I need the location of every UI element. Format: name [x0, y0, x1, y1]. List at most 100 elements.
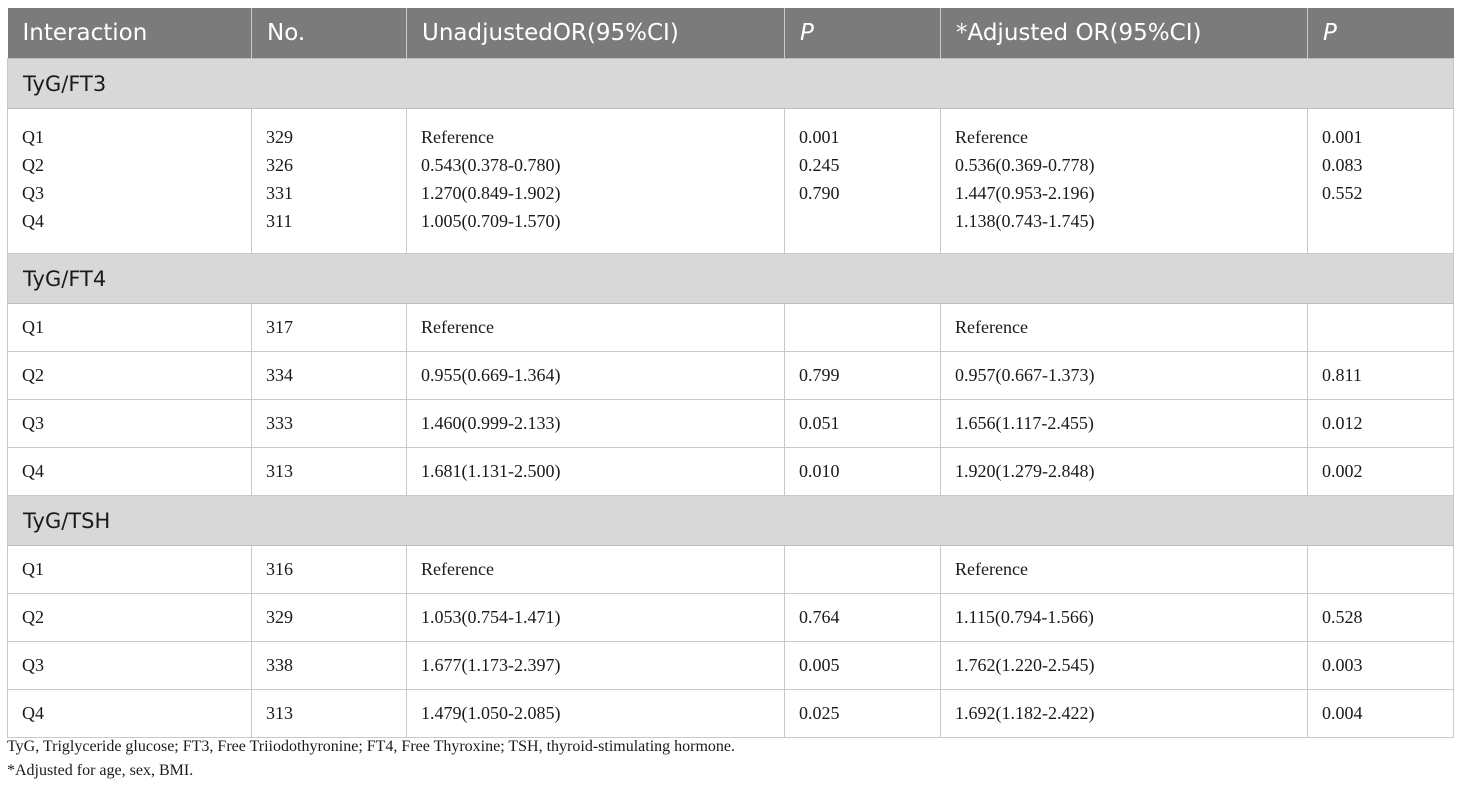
cell-adjusted-p: 0.811	[1307, 351, 1454, 400]
cell-quartile: Q2	[7, 351, 252, 400]
header-adjusted-or: *Adjusted OR(95%CI)	[940, 8, 1308, 59]
cell-line: 329	[266, 127, 293, 147]
cell-line: 0.001	[1322, 127, 1363, 147]
cell-adjusted-p: 0.003	[1307, 641, 1454, 690]
cell-adjusted-or: Reference	[940, 303, 1308, 352]
cell-number: 329 326 331 311	[251, 108, 407, 254]
cell-quartile: Q4	[7, 447, 252, 496]
cell-line: 0.083	[1322, 155, 1363, 175]
group-label: TyG/FT3	[7, 58, 1454, 109]
cell-adjusted-p: 0.528	[1307, 593, 1454, 642]
cell-quartile: Q1	[7, 545, 252, 594]
cell-adjusted-or: Reference	[940, 545, 1308, 594]
cell-line: 0.536(0.369-0.778)	[955, 155, 1095, 175]
cell-number: 338	[251, 641, 407, 690]
cell-unadjusted-or: 1.053(0.754-1.471)	[406, 593, 785, 642]
table-row: Q3 333 1.460(0.999-2.133) 0.051 1.656(1.…	[7, 399, 1454, 448]
cell-line: 1.447(0.953-2.196)	[955, 183, 1095, 203]
cell-quartile: Q3	[7, 399, 252, 448]
cell-quartile: Q4	[7, 689, 252, 738]
header-unadjusted-or: UnadjustedOR(95%CI)	[406, 8, 785, 59]
table-row: Q4 313 1.479(1.050-2.085) 0.025 1.692(1.…	[7, 689, 1454, 738]
cell-unadjusted-p: 0.764	[784, 593, 941, 642]
cell-line: Q3	[22, 183, 44, 203]
cell-number: 313	[251, 689, 407, 738]
cell-line: Q4	[22, 211, 44, 231]
cell-unadjusted-or: 1.460(0.999-2.133)	[406, 399, 785, 448]
cell-adjusted-or: 1.920(1.279-2.848)	[940, 447, 1308, 496]
cell-number: 316	[251, 545, 407, 594]
table-row: Q1 317 Reference Reference	[7, 303, 1454, 352]
cell-unadjusted-p: 0.001 0.245 0.790	[784, 108, 941, 254]
table-row: Q2 329 1.053(0.754-1.471) 0.764 1.115(0.…	[7, 593, 1454, 642]
cell-line: 0.543(0.378-0.780)	[421, 155, 561, 175]
cell-adjusted-or: 1.692(1.182-2.422)	[940, 689, 1308, 738]
cell-number: 313	[251, 447, 407, 496]
cell-adjusted-or: 1.115(0.794-1.566)	[940, 593, 1308, 642]
header-adjusted-p: P	[1307, 8, 1454, 59]
cell-unadjusted-or: 1.681(1.131-2.500)	[406, 447, 785, 496]
cell-line: 1.005(0.709-1.570)	[421, 211, 561, 231]
cell-line: Q2	[22, 155, 44, 175]
cell-adjusted-p	[1307, 545, 1454, 594]
table-row: Q1 Q2 Q3 Q4 329 326 331 311 Reference 0.…	[7, 108, 1454, 254]
cell-line: 311	[266, 211, 293, 231]
cell-line: 0.790	[799, 183, 840, 203]
cell-number: 329	[251, 593, 407, 642]
header-no: No.	[251, 8, 407, 59]
cell-line: 326	[266, 155, 293, 175]
cell-line	[799, 207, 940, 235]
group-row-tyg-ft4: TyG/FT4	[7, 253, 1454, 304]
group-label: TyG/FT4	[7, 253, 1454, 304]
cell-unadjusted-or: Reference 0.543(0.378-0.780) 1.270(0.849…	[406, 108, 785, 254]
table-footnotes: TyG, Triglyceride glucose; FT3, Free Tri…	[7, 735, 1453, 783]
cell-adjusted-or: Reference 0.536(0.369-0.778) 1.447(0.953…	[940, 108, 1308, 254]
cell-number: 333	[251, 399, 407, 448]
cell-line: 0.552	[1322, 183, 1363, 203]
cell-unadjusted-p: 0.025	[784, 689, 941, 738]
cell-adjusted-or: 0.957(0.667-1.373)	[940, 351, 1308, 400]
cell-unadjusted-p: 0.010	[784, 447, 941, 496]
cell-quartile: Q2	[7, 593, 252, 642]
cell-line: 0.245	[799, 155, 840, 175]
cell-unadjusted-or: Reference	[406, 303, 785, 352]
footnote-adjustment: *Adjusted for age, sex, BMI.	[7, 762, 194, 779]
cell-unadjusted-p: 0.051	[784, 399, 941, 448]
cell-unadjusted-p	[784, 545, 941, 594]
cell-line: 0.001	[799, 127, 840, 147]
table-row: Q1 316 Reference Reference	[7, 545, 1454, 594]
footnote-abbreviations: TyG, Triglyceride glucose; FT3, Free Tri…	[7, 738, 736, 755]
table-row: Q3 338 1.677(1.173-2.397) 0.005 1.762(1.…	[7, 641, 1454, 690]
header-interaction: Interaction	[7, 8, 252, 59]
cell-unadjusted-p	[784, 303, 941, 352]
group-row-tyg-tsh: TyG/TSH	[7, 495, 1454, 546]
cell-adjusted-p: 0.002	[1307, 447, 1454, 496]
cell-unadjusted-p: 0.005	[784, 641, 941, 690]
cell-unadjusted-or: 0.955(0.669-1.364)	[406, 351, 785, 400]
cell-quartile: Q1 Q2 Q3 Q4	[7, 108, 252, 254]
odds-ratio-table: Interaction No. UnadjustedOR(95%CI) P *A…	[7, 8, 1454, 738]
cell-quartile: Q3	[7, 641, 252, 690]
cell-unadjusted-p: 0.799	[784, 351, 941, 400]
cell-line: Reference	[421, 127, 494, 147]
cell-number: 317	[251, 303, 407, 352]
header-row: Interaction No. UnadjustedOR(95%CI) P *A…	[7, 8, 1454, 59]
cell-adjusted-or: 1.762(1.220-2.545)	[940, 641, 1308, 690]
cell-line: Q1	[22, 127, 44, 147]
table-row: Q4 313 1.681(1.131-2.500) 0.010 1.920(1.…	[7, 447, 1454, 496]
table-row: Q2 334 0.955(0.669-1.364) 0.799 0.957(0.…	[7, 351, 1454, 400]
cell-number: 334	[251, 351, 407, 400]
group-label: TyG/TSH	[7, 495, 1454, 546]
group-row-tyg-ft3: TyG/FT3	[7, 58, 1454, 109]
cell-quartile: Q1	[7, 303, 252, 352]
cell-line: 1.270(0.849-1.902)	[421, 183, 561, 203]
cell-line: Reference	[955, 127, 1028, 147]
cell-adjusted-p	[1307, 303, 1454, 352]
cell-unadjusted-or: Reference	[406, 545, 785, 594]
table-container: Interaction No. UnadjustedOR(95%CI) P *A…	[7, 8, 1454, 738]
cell-adjusted-p: 0.012	[1307, 399, 1454, 448]
header-unadjusted-p: P	[784, 8, 941, 59]
cell-unadjusted-or: 1.677(1.173-2.397)	[406, 641, 785, 690]
cell-adjusted-or: 1.656(1.117-2.455)	[940, 399, 1308, 448]
cell-line: 331	[266, 183, 293, 203]
